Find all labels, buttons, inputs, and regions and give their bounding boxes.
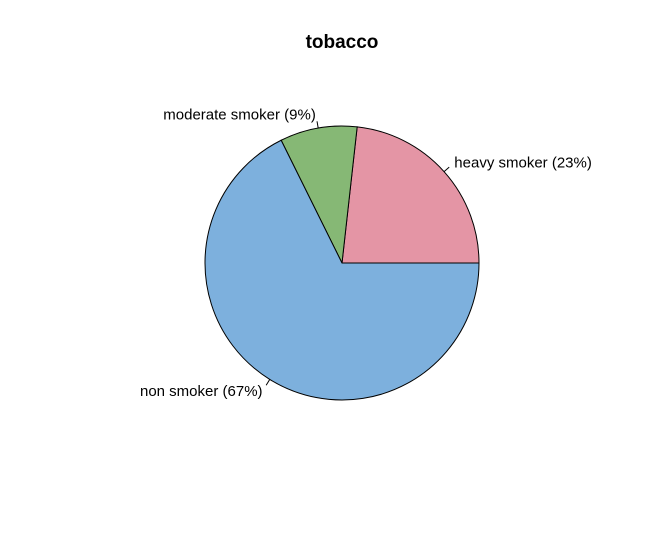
pie-labels: heavy smoker (23%) moderate smoker (9%) no… <box>140 107 592 400</box>
pie-slice-0 <box>341 126 480 264</box>
pie-leader-line-1 <box>316 121 319 129</box>
pie-slices <box>204 125 480 401</box>
chart-title: tobacco <box>306 32 379 53</box>
pie-slice-label-0: heavy smoker (23%) <box>454 155 592 172</box>
pie-slice-1 <box>280 125 358 265</box>
pie-leader-line-0 <box>443 166 450 173</box>
pie-slice-label-2: non smoker (67%) <box>140 383 263 400</box>
pie-slice-label-1: moderate smoker (9%) <box>163 107 316 124</box>
pie-leader-line-2 <box>265 379 271 386</box>
